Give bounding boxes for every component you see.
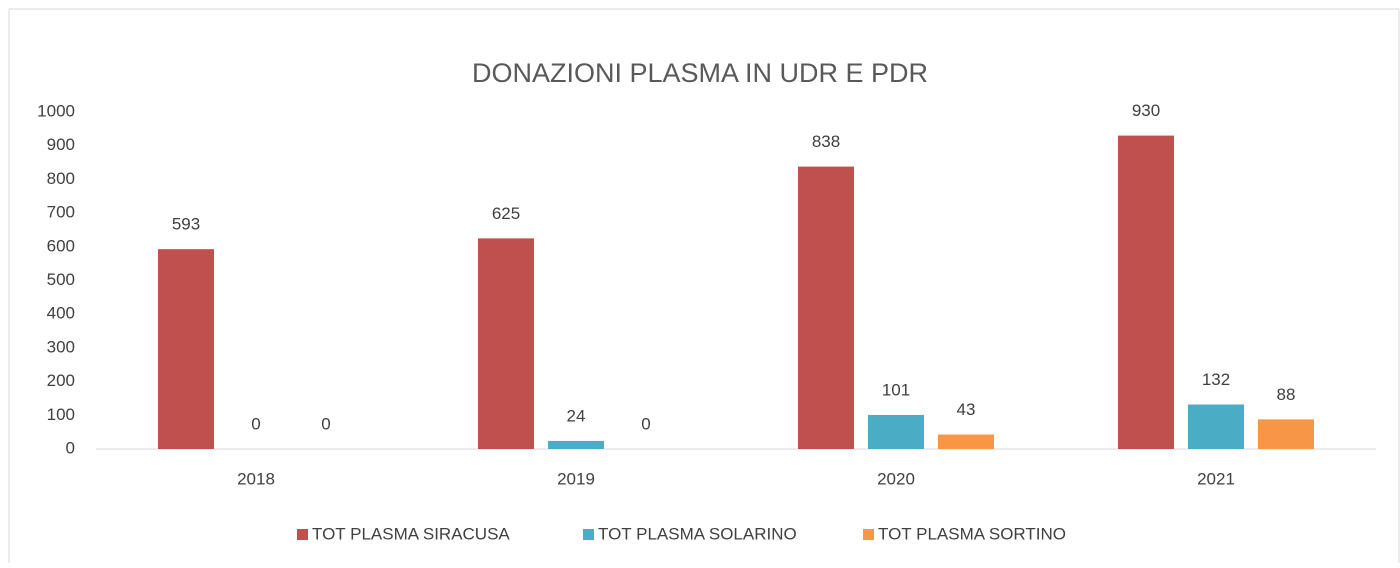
y-tick-label: 200 [47,371,75,390]
bar [1258,419,1314,449]
data-label: 0 [251,414,260,433]
data-label: 88 [1277,385,1296,404]
data-label: 43 [957,400,976,419]
y-tick-label: 800 [47,169,75,188]
legend-label: TOT PLASMA SORTINO [878,524,1066,543]
chart-title: DONAZIONI PLASMA IN UDR E PDR [472,58,928,88]
data-label: 593 [172,215,200,234]
data-label: 0 [321,414,330,433]
data-label: 930 [1132,101,1160,120]
bar [158,249,214,449]
chart-border [8,8,1400,568]
y-tick-label: 1000 [37,101,75,120]
y-tick-label: 400 [47,304,75,323]
bar [548,440,604,449]
legend-swatch [863,529,874,540]
data-label: 838 [812,132,840,151]
bar [798,166,854,449]
y-tick-label: 600 [47,236,75,255]
x-tick-label: 2019 [557,469,595,488]
y-tick-label: 900 [47,135,75,154]
data-label: 24 [567,406,586,425]
x-tick-label: 2020 [877,469,915,488]
legend-swatch [297,529,308,540]
legend-swatch [583,529,594,540]
x-tick-label: 2021 [1197,469,1235,488]
data-label: 132 [1202,370,1230,389]
bar [1188,404,1244,449]
bar [478,238,534,449]
x-tick-label: 2018 [237,469,275,488]
y-tick-label: 700 [47,203,75,222]
data-label: 625 [492,204,520,223]
legend-label: TOT PLASMA SIRACUSA [312,524,510,543]
data-label: 101 [882,380,910,399]
bar [868,414,924,449]
data-label: 0 [641,414,650,433]
y-tick-label: 100 [47,405,75,424]
y-tick-label: 500 [47,270,75,289]
bar [938,434,994,449]
y-tick-label: 300 [47,337,75,356]
legend-label: TOT PLASMA SOLARINO [598,524,797,543]
y-tick-label: 0 [66,438,75,457]
bar [1118,135,1174,449]
